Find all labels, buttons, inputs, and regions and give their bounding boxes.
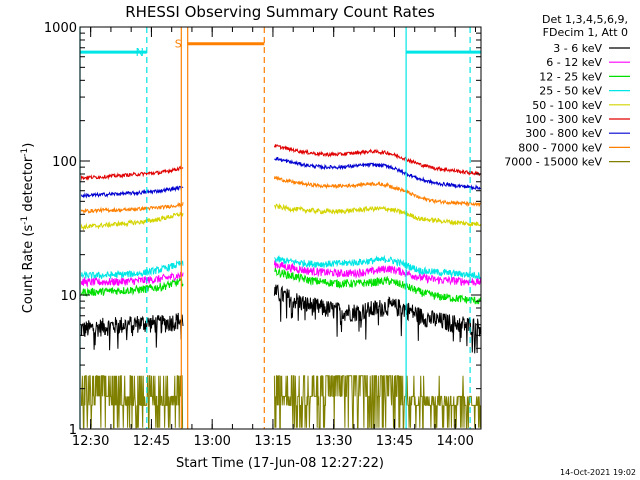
series-line — [81, 165, 184, 182]
x-tick-label: 13:45 — [376, 434, 413, 449]
series-12-to-25keV-group — [81, 267, 481, 305]
legend-header: FDecim 1, Att 0 — [543, 26, 628, 39]
series-line — [81, 276, 184, 298]
series-line — [274, 254, 481, 280]
x-tick-label: 13:15 — [254, 434, 291, 449]
series-25-to-50keV-group — [81, 254, 481, 280]
series-line — [273, 375, 481, 429]
x-tick-label: 13:00 — [193, 434, 230, 449]
chart-title: RHESSI Observing Summary Count Rates — [125, 3, 435, 21]
plot-frame — [79, 26, 482, 430]
series-line — [81, 375, 184, 429]
series-50-to-100keV-group — [81, 202, 481, 231]
generation-timestamp: 14-Oct-2021 19:02 — [560, 468, 636, 477]
legend-entry-label: 50 - 100 keV — [532, 99, 602, 112]
series-300-to-800keV-group — [81, 156, 481, 199]
series-line — [274, 156, 481, 191]
series-line — [81, 185, 184, 199]
y-tick-label: 10 — [60, 289, 77, 304]
axis-ticks: 12:30 12:45 13:00 13:15 13:30 13:45 14:00 1 10 10… — [44, 21, 481, 449]
x-tick-label: 12:30 — [72, 434, 109, 449]
series-line — [273, 284, 481, 354]
y-tick-label: 100 — [52, 155, 77, 170]
mode-flag-label: N — [136, 46, 144, 59]
legend-entry-label: 800 - 7000 keV — [518, 141, 602, 154]
series-line — [81, 271, 184, 288]
legend: Det 1,3,4,5,6,9,FDecim 1, Att 0 3 - 6 keV… — [504, 13, 630, 169]
series-line — [81, 211, 184, 231]
y-axis-label: Count Rate (s-1 detector-1) — [20, 143, 36, 314]
legend-entry-label: 25 - 50 keV — [539, 85, 602, 98]
marker-layer: NS — [79, 27, 481, 429]
series-line — [273, 260, 481, 287]
legend-entry-label: 100 - 300 keV — [525, 113, 602, 126]
series-line — [273, 175, 481, 208]
series-3-to-6keV-group — [81, 284, 481, 354]
series-line — [273, 202, 481, 229]
x-axis-label: Start Time (17-Jun-08 12:27:22) — [176, 456, 384, 471]
series-7000-to-15000keV-group — [81, 375, 481, 429]
legend-entry-label: 12 - 25 keV — [539, 70, 602, 83]
plot-area: NS — [79, 27, 481, 429]
x-tick-label: 14:00 — [436, 434, 473, 449]
x-tick-label: 12:45 — [133, 434, 170, 449]
series-line — [81, 201, 184, 215]
legend-entry-label: 300 - 800 keV — [525, 127, 602, 140]
series-line — [81, 312, 184, 351]
series-line — [273, 144, 481, 176]
x-tick-label: 13:30 — [315, 434, 352, 449]
series-layer — [81, 144, 481, 429]
legend-header: Det 1,3,4,5,6,9, — [542, 13, 628, 26]
legend-entry-label: 3 - 6 keV — [553, 42, 602, 55]
series-800-to-7000keV-group — [81, 175, 481, 215]
legend-entry-label: 6 - 12 keV — [546, 56, 602, 69]
legend-entry-label: 7000 - 15000 keV — [504, 156, 602, 169]
y-tick-label: 1 — [69, 423, 77, 438]
series-line — [81, 259, 184, 280]
y-tick-label: 1000 — [44, 21, 77, 36]
series-100-to-300keV-group — [81, 144, 481, 182]
mode-flag-label: S — [175, 38, 182, 51]
series-6-to-12keV-group — [81, 260, 481, 288]
series-line — [274, 267, 481, 305]
